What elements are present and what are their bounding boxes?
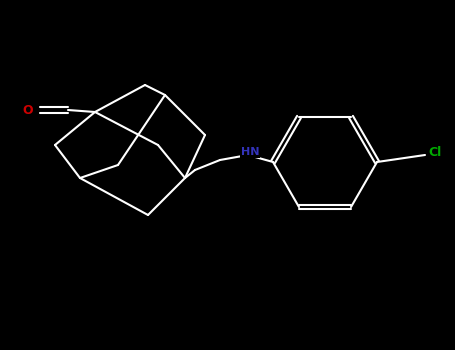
Text: O: O — [23, 104, 33, 117]
Text: HN: HN — [241, 147, 259, 157]
Text: Cl: Cl — [428, 147, 442, 160]
